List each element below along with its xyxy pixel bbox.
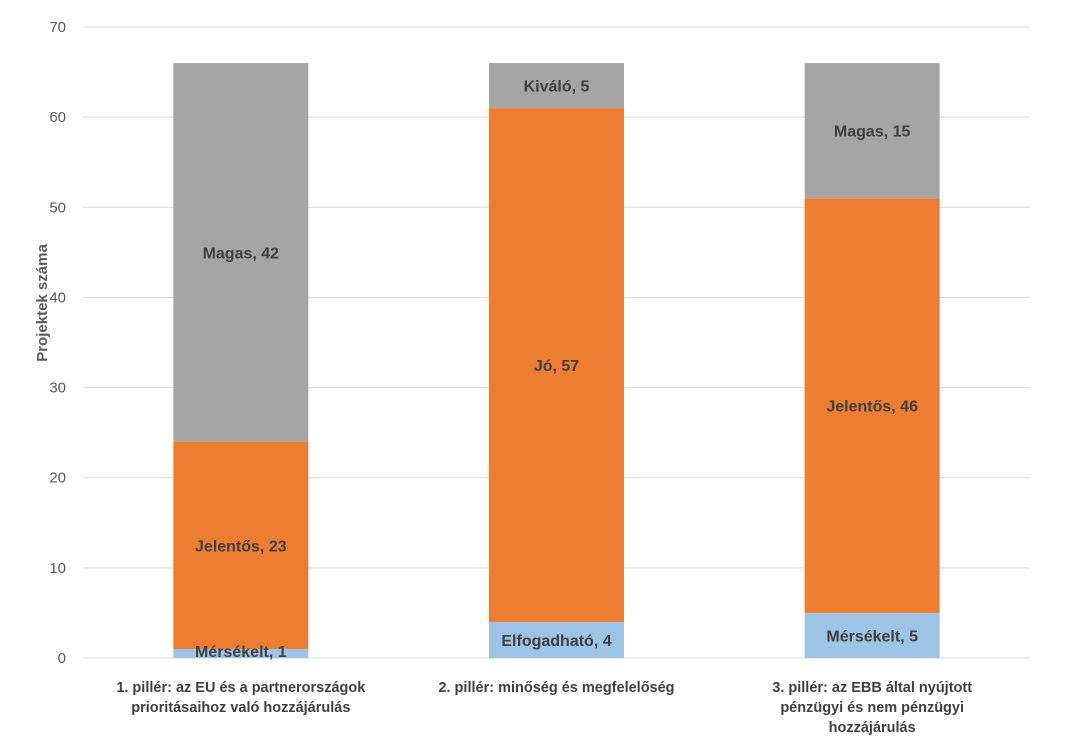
data-label: Mérsékelt, 1 — [195, 644, 287, 661]
bar-segment — [804, 612, 940, 658]
y-tick-label: 30 — [49, 380, 66, 397]
x-category-label: hozzájárulás — [829, 720, 916, 736]
data-label: Jelentős, 46 — [826, 399, 918, 416]
bar-segment — [173, 63, 309, 442]
x-category-label: pénzügyi és nem pénzügyi — [780, 700, 964, 716]
y-tick-label: 50 — [49, 199, 66, 216]
x-category-label: 2. pillér: minőség és megfelelőség — [438, 680, 674, 696]
data-label: Elfogadható, 4 — [501, 633, 611, 650]
y-tick-label: 60 — [49, 109, 66, 126]
y-axis-ticks: 0 10 20 30 40 50 60 70 — [49, 19, 66, 667]
y-tick-label: 20 — [49, 470, 66, 487]
data-label: Kiváló, 5 — [524, 79, 590, 96]
bars — [173, 63, 940, 658]
bar-segment — [489, 108, 624, 622]
y-axis-label: Projektek száma — [34, 244, 51, 362]
bar-segment — [489, 63, 624, 109]
x-category-label: 1. pillér: az EU és a partnerországok — [116, 680, 366, 696]
bar-segment — [489, 621, 624, 658]
y-tick-label: 40 — [49, 289, 66, 306]
bar-segment — [173, 441, 309, 649]
x-category-label: prioritásaihoz való hozzájárulás — [131, 700, 350, 716]
bar-segment — [804, 63, 940, 199]
y-tick-label: 70 — [49, 19, 66, 36]
bar-segment — [804, 198, 940, 613]
data-label: Magas, 15 — [834, 124, 911, 141]
data-label: Jelentős, 23 — [195, 538, 287, 555]
y-tick-label: 0 — [58, 650, 66, 667]
bar-segment — [173, 648, 309, 658]
data-label: Jó, 57 — [534, 358, 579, 375]
data-label: Magas, 42 — [203, 245, 280, 262]
y-tick-label: 10 — [49, 560, 66, 577]
data-labels: Mérsékelt, 1 Jelentős, 23 Magas, 42 Elfogad… — [195, 79, 918, 661]
x-axis-categories: 1. pillér: az EU és a partnerországok pri… — [116, 680, 972, 736]
data-label: Mérsékelt, 5 — [826, 628, 918, 645]
x-category-label: 3. pillér: az EBB által nyújtott — [772, 680, 972, 696]
